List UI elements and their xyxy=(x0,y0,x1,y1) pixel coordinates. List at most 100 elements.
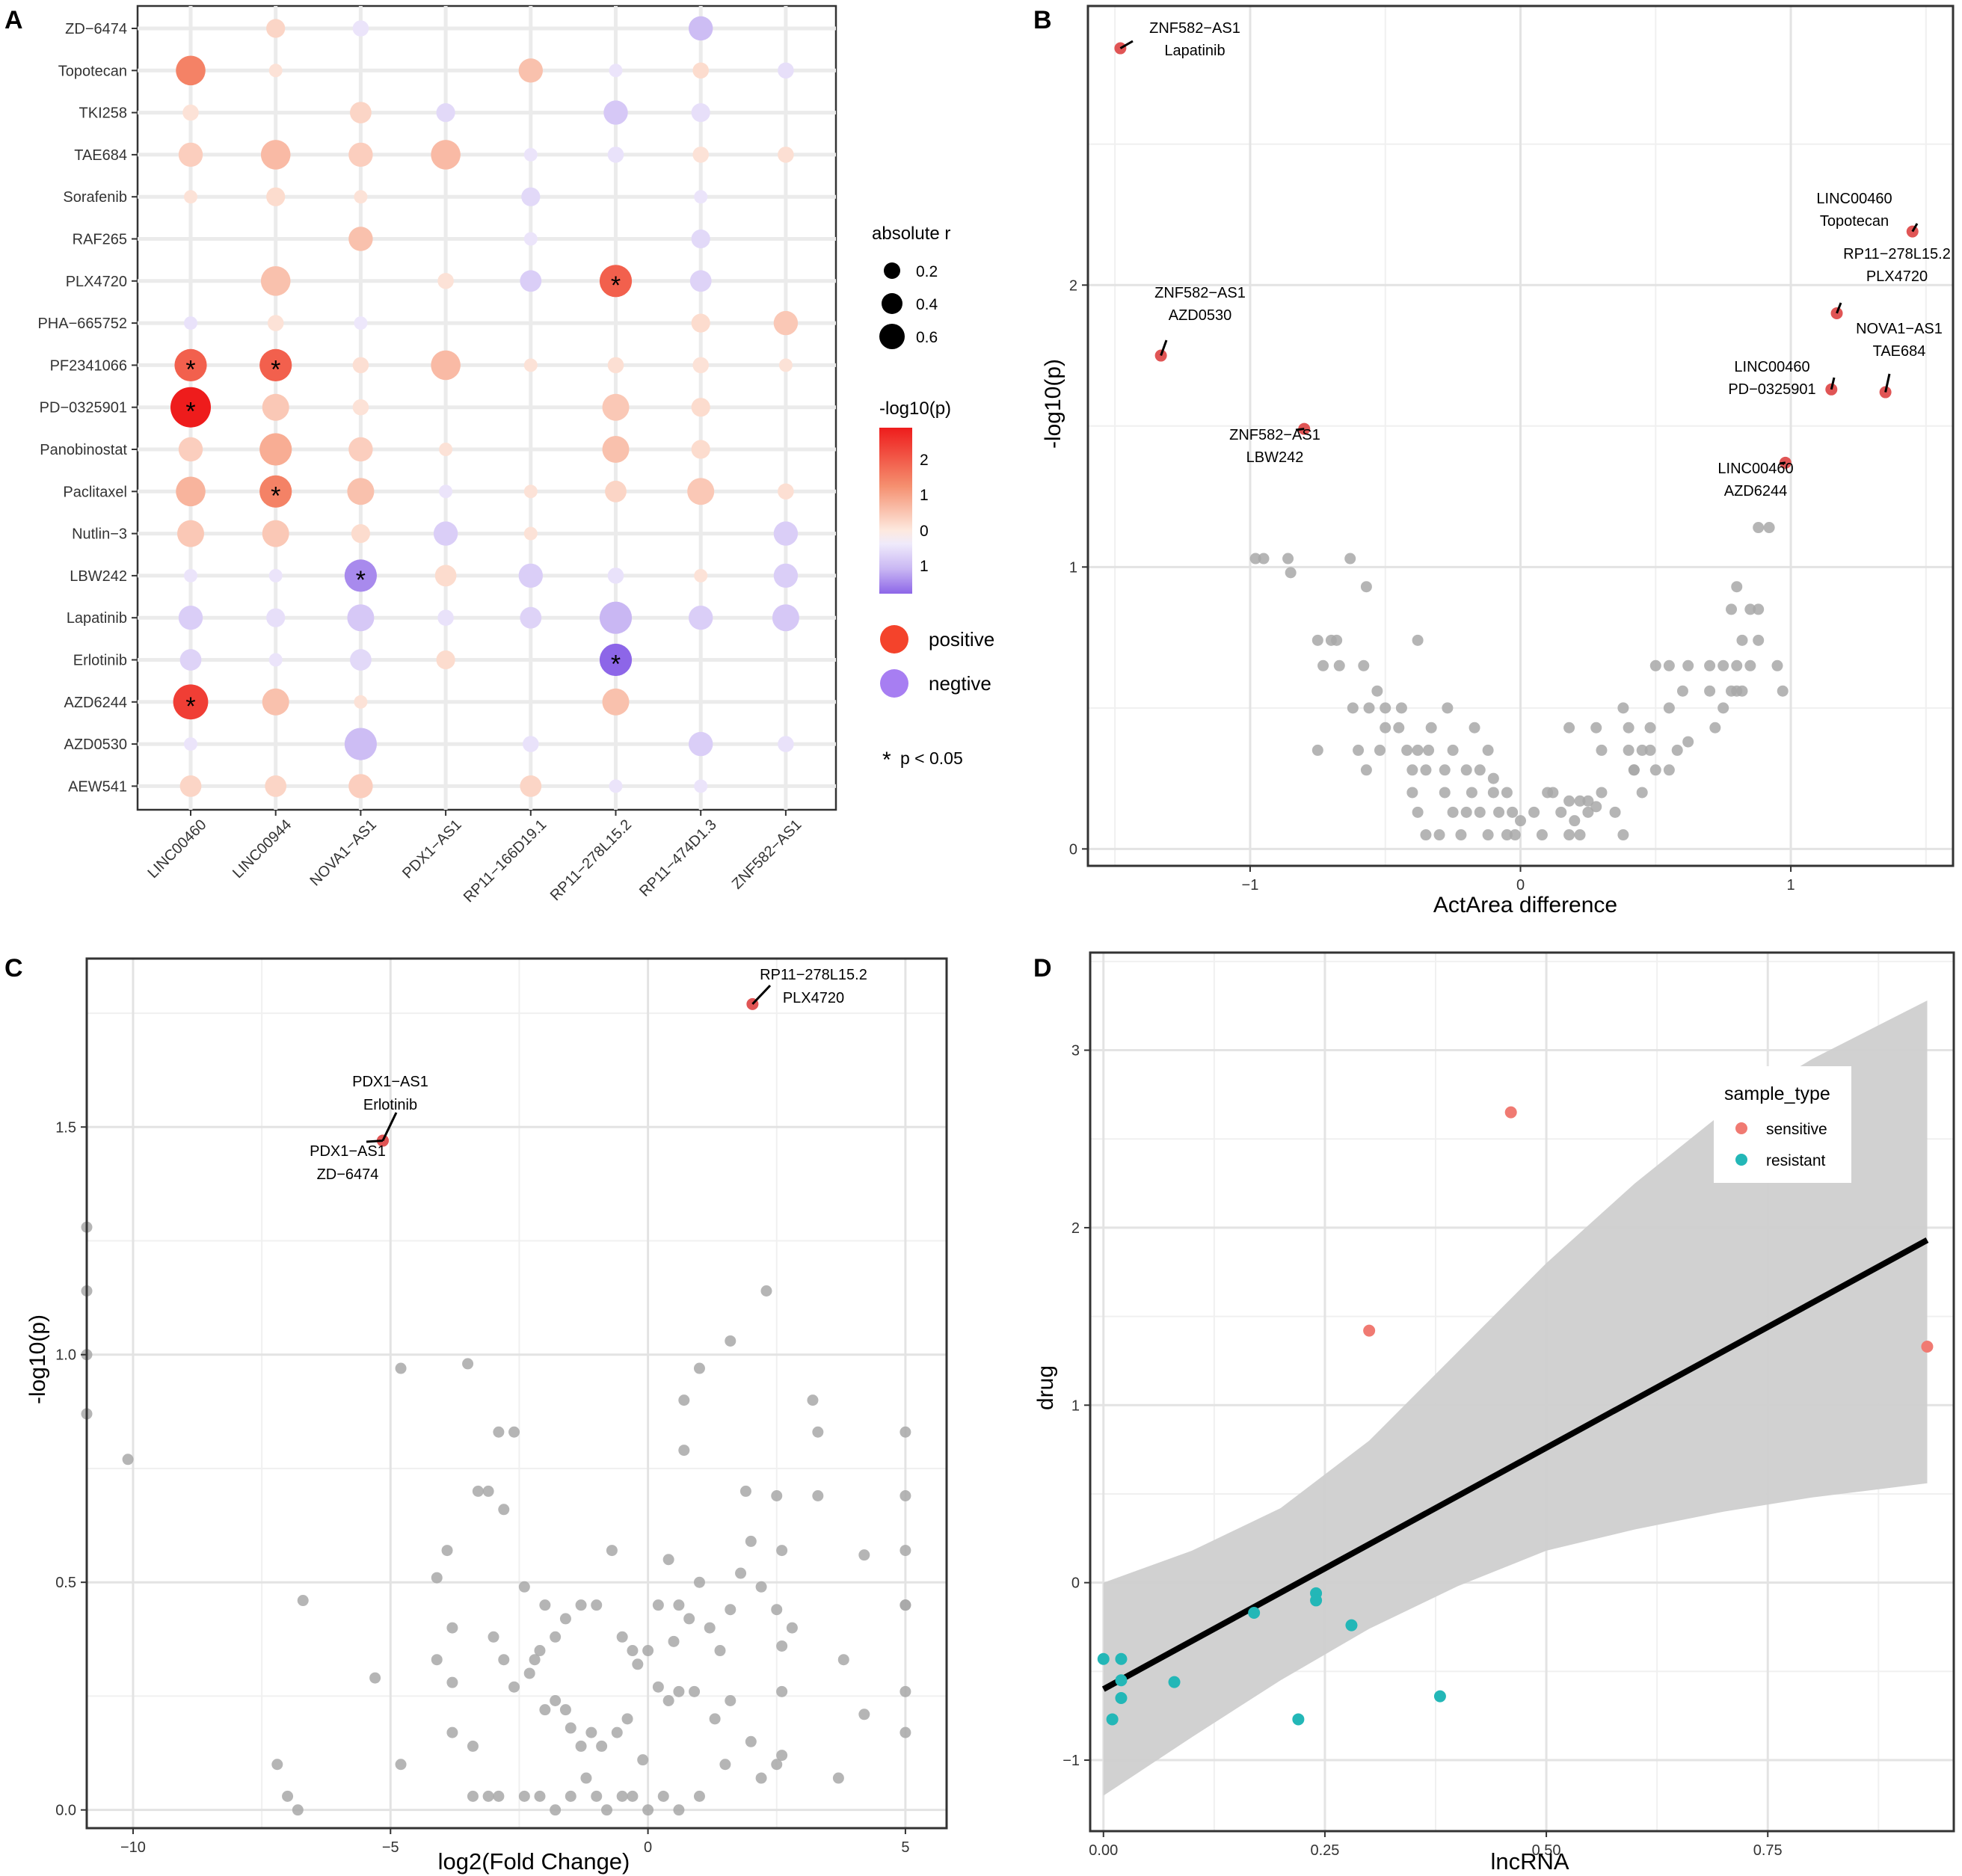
c-gray-point xyxy=(559,1613,571,1625)
b-label-gene: ZNF582−AS1 xyxy=(1229,427,1320,443)
c-gray-point xyxy=(271,1759,283,1771)
a-dot xyxy=(177,520,204,547)
b-gray-point xyxy=(1331,634,1343,646)
c-gray-point xyxy=(508,1681,520,1693)
b-gray-point xyxy=(1777,685,1789,697)
b-gray-point xyxy=(1439,787,1451,799)
x-tick-label: −1 xyxy=(1242,877,1259,894)
c-gray-point xyxy=(297,1595,309,1607)
c-gray-point xyxy=(482,1485,494,1497)
c-gray-point xyxy=(755,1581,767,1593)
x-tick-label: 0 xyxy=(644,1839,652,1856)
c-gray-point xyxy=(122,1454,134,1466)
c-gray-point xyxy=(771,1759,783,1771)
y-tick-label: 3 xyxy=(1071,1043,1080,1060)
panel-c-x-axis-label: log2(Fold Change) xyxy=(438,1848,630,1875)
b-gray-point xyxy=(1704,685,1716,697)
a-dot xyxy=(266,608,286,627)
a-dot xyxy=(437,273,454,289)
b-gray-point xyxy=(1663,659,1675,671)
b-gray-point xyxy=(1763,522,1775,534)
a-dot xyxy=(350,102,372,124)
a-dot xyxy=(348,437,373,462)
a-dot xyxy=(260,266,291,296)
c-gray-point xyxy=(899,1426,911,1438)
c-gray-point xyxy=(662,1695,674,1707)
a-dot xyxy=(599,643,633,677)
a-significance-star: * xyxy=(185,692,195,721)
b-gray-point xyxy=(1482,744,1494,756)
b-gray-point xyxy=(1726,603,1738,615)
a-y-tick-label: AZD0530 xyxy=(64,736,128,753)
y-tick-label: 1 xyxy=(1069,559,1077,576)
significance-label: p < 0.05 xyxy=(900,748,963,768)
c-gray-point xyxy=(559,1704,571,1716)
c-gray-point xyxy=(714,1645,726,1657)
size-legend-dot-3 xyxy=(879,324,905,349)
a-significance-star: * xyxy=(185,398,195,426)
regression-line xyxy=(1101,1237,1929,1692)
b-gray-point xyxy=(1563,829,1575,841)
b-gray-point xyxy=(1649,764,1661,776)
x-tick-label: 0 xyxy=(1516,877,1525,894)
legend-sensitive-dot xyxy=(1735,1122,1747,1134)
a-dot xyxy=(520,606,542,629)
size-legend-label-2: 0.4 xyxy=(916,296,938,313)
a-dot xyxy=(434,565,457,587)
a-dot xyxy=(689,16,713,41)
panel-label-c: C xyxy=(4,954,23,982)
a-y-tick-label: AZD6244 xyxy=(64,695,128,711)
size-legend-dot-1 xyxy=(884,262,900,279)
b-gray-point xyxy=(1412,744,1424,756)
a-significance-star: * xyxy=(271,482,280,510)
a-dot xyxy=(518,563,543,588)
c-gray-point xyxy=(446,1622,458,1634)
c-gray-point xyxy=(616,1631,628,1643)
c-gray-point xyxy=(642,1645,654,1657)
c-gray-point xyxy=(776,1545,788,1557)
a-dot xyxy=(347,604,375,632)
b-gray-point xyxy=(1509,829,1521,841)
c-gray-point xyxy=(771,1604,783,1616)
c-gray-point xyxy=(652,1599,664,1611)
b-gray-point xyxy=(1406,764,1418,776)
a-dot xyxy=(607,568,624,584)
a-y-tick-label: ZD−6474 xyxy=(65,21,127,37)
a-dot xyxy=(605,480,627,502)
b-gray-point xyxy=(1344,553,1356,565)
c-gray-point xyxy=(611,1726,623,1738)
a-dot xyxy=(778,62,794,79)
a-dot xyxy=(691,398,710,417)
a-dot xyxy=(692,147,709,163)
c-label-gene: RP11−278L15.2 xyxy=(760,967,867,983)
panel-c-plot-area xyxy=(87,959,947,1828)
a-dot xyxy=(352,20,369,37)
c-gray-point xyxy=(493,1790,505,1802)
c-gray-point xyxy=(725,1695,736,1707)
panel-a-sign-legend: positive negtive * p < 0.05 xyxy=(880,625,994,772)
c-gray-point xyxy=(575,1740,587,1752)
b-gray-point xyxy=(1569,815,1581,827)
c-gray-point xyxy=(786,1622,798,1634)
a-dot xyxy=(259,348,292,381)
b-gray-point xyxy=(1466,787,1477,799)
a-dot xyxy=(607,357,624,374)
a-dot xyxy=(267,315,284,331)
color-legend-bar xyxy=(879,428,912,594)
b-label-gene: LINC00460 xyxy=(1734,359,1809,375)
c-gray-point xyxy=(534,1790,546,1802)
b-gray-point xyxy=(1447,806,1459,818)
b-gray-point xyxy=(1726,685,1738,697)
c-gray-point xyxy=(693,1362,705,1374)
b-gray-point xyxy=(1617,829,1629,841)
c-gray-point xyxy=(683,1613,695,1625)
a-y-tick-label: Paclitaxel xyxy=(63,484,127,500)
b-gray-point xyxy=(1536,829,1548,841)
x-tick-label: −10 xyxy=(120,1839,146,1856)
b-label-leader xyxy=(1295,428,1305,431)
a-dot xyxy=(436,650,455,670)
x-tick-label: 0.00 xyxy=(1089,1842,1118,1859)
c-gray-point xyxy=(395,1759,407,1771)
b-label-gene: ZNF582−AS1 xyxy=(1149,20,1240,37)
a-dot xyxy=(520,270,542,292)
